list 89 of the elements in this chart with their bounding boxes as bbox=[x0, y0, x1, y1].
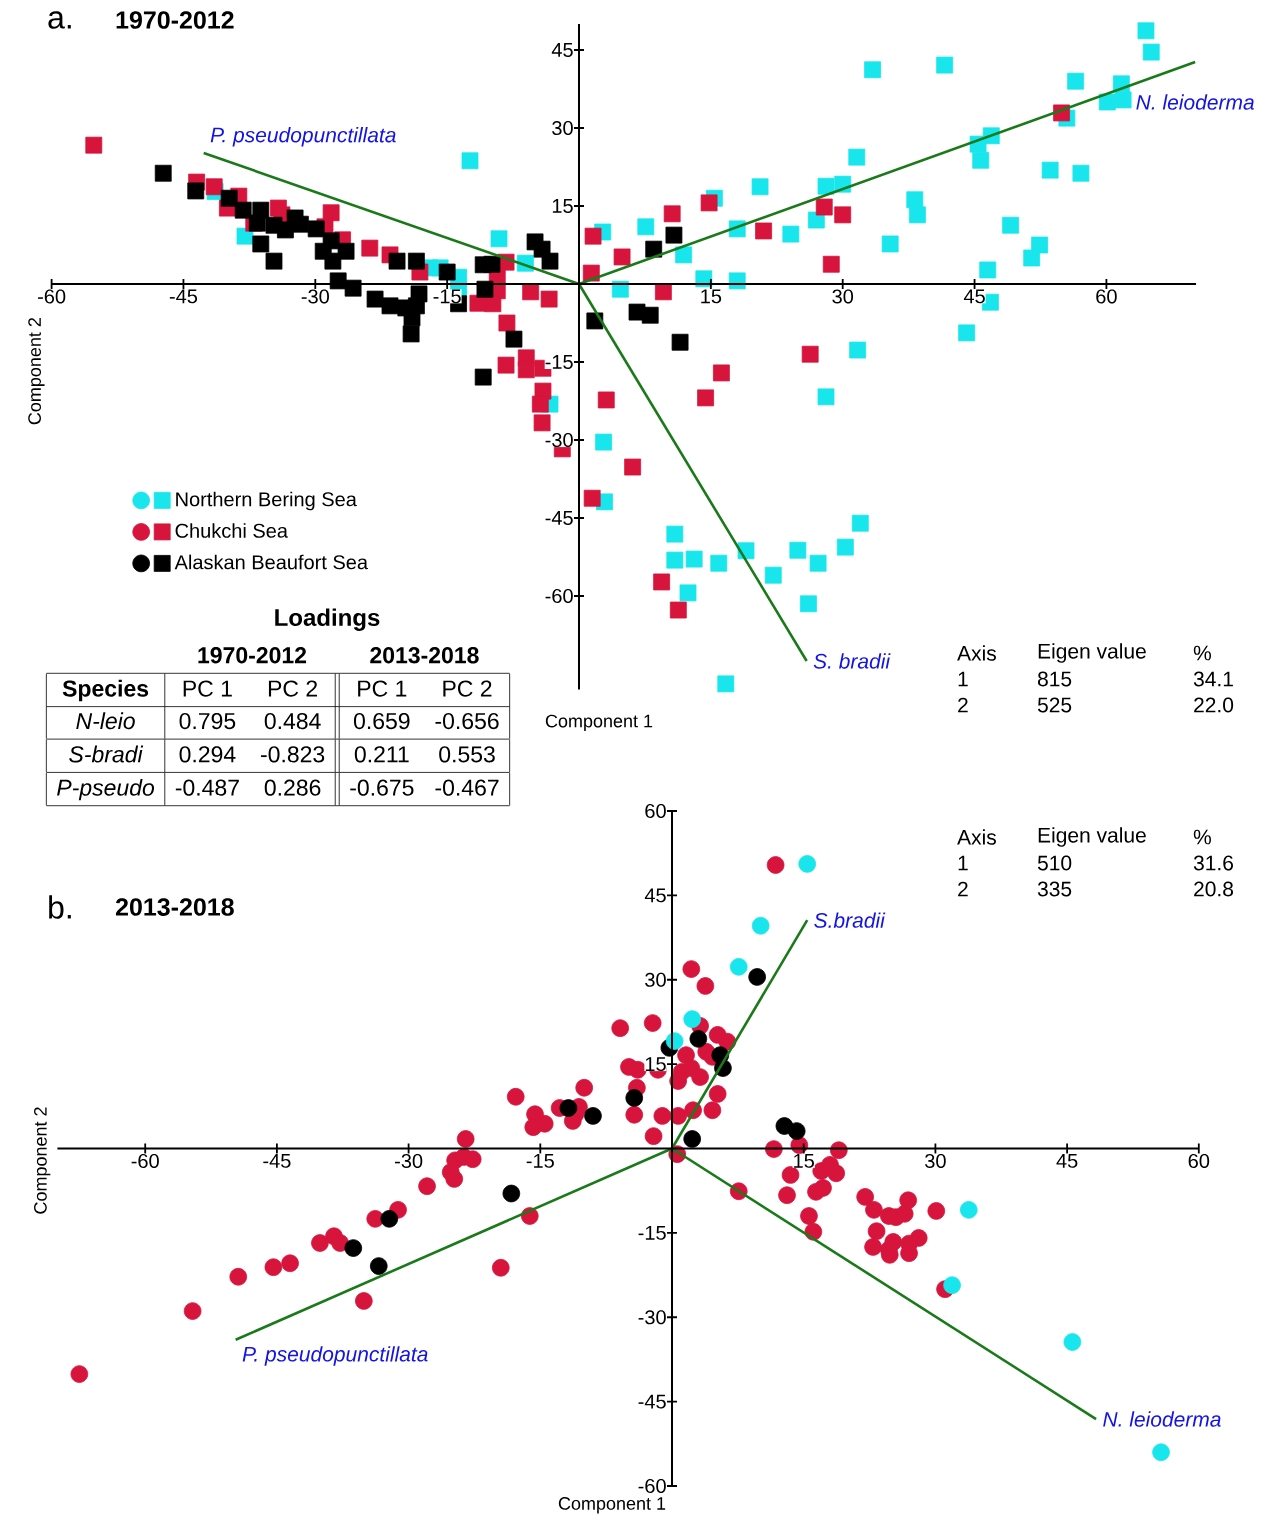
text: P-pseudo bbox=[57, 778, 155, 801]
text: -0.675 bbox=[350, 779, 414, 796]
text: -0.467 bbox=[435, 779, 499, 796]
x-tick-label: 60 bbox=[1096, 289, 1117, 304]
text: 0.484 bbox=[264, 712, 321, 730]
y-tick-label: 30 bbox=[645, 972, 666, 987]
y-tick-label: 45 bbox=[644, 888, 666, 903]
annotation: Axis bbox=[957, 829, 996, 845]
legend-label: Alaskan Beaufort Sea bbox=[174, 554, 369, 570]
text: -0.823 bbox=[261, 746, 325, 763]
text: S-bradi bbox=[69, 745, 144, 763]
x-tick-label: -45 bbox=[169, 289, 198, 304]
annotation: N. leioderma bbox=[1136, 94, 1254, 110]
y-tick-label: -30 bbox=[545, 432, 573, 448]
y-tick-label: 30 bbox=[552, 120, 573, 136]
annotation: 34.1 bbox=[1193, 671, 1233, 687]
x-tick-label: 15 bbox=[794, 1153, 814, 1168]
y-tick-label: 15 bbox=[645, 1057, 666, 1072]
y-tick-label: -45 bbox=[545, 511, 573, 525]
y-axis-title: Component 2 bbox=[28, 318, 45, 425]
x-tick-label: 30 bbox=[925, 1153, 946, 1169]
annotation: N. leioderma bbox=[1103, 1411, 1221, 1427]
annotation: 510 bbox=[1037, 855, 1072, 871]
y-axis-title: Component 2 bbox=[34, 1107, 51, 1214]
y-tick-label: -15 bbox=[638, 1225, 666, 1240]
x-tick-label: -15 bbox=[433, 289, 461, 304]
x-tick-label: -30 bbox=[395, 1153, 423, 1169]
annotation: 2013-2018 bbox=[370, 647, 479, 664]
x-axis-title: Component 1 bbox=[558, 1497, 666, 1514]
annotation: 815 bbox=[1037, 671, 1072, 687]
legend-label: Chukchi Sea bbox=[175, 523, 288, 538]
annotation: S. bradii bbox=[813, 653, 891, 669]
y-tick-label: -30 bbox=[638, 1310, 666, 1325]
y-tick-label: -15 bbox=[545, 355, 573, 369]
annotation: 1 bbox=[958, 855, 968, 871]
annotation: PC 1 bbox=[183, 680, 232, 697]
annotation: Eigen value bbox=[1038, 643, 1146, 663]
annotation: P. pseudopunctillata bbox=[242, 1346, 428, 1366]
annotation: Eigen value bbox=[1038, 827, 1146, 847]
text: 0.553 bbox=[439, 746, 495, 763]
legend-label: Northern Bering Sea bbox=[176, 491, 357, 511]
x-tick-label: 45 bbox=[963, 289, 985, 304]
text: 0.294 bbox=[179, 746, 236, 763]
text: 2013-2018 bbox=[115, 898, 234, 916]
annotation: b. bbox=[49, 895, 71, 919]
text: 0.286 bbox=[264, 779, 321, 796]
text: 2 bbox=[958, 697, 968, 713]
y-tick-label: -60 bbox=[545, 588, 573, 604]
text: 0.795 bbox=[179, 712, 236, 730]
x-tick-label: -45 bbox=[263, 1153, 291, 1168]
x-tick-label: -15 bbox=[526, 1153, 554, 1168]
y-tick-label: 60 bbox=[645, 803, 666, 819]
text: 0.211 bbox=[354, 746, 409, 763]
annotation: Species bbox=[62, 679, 149, 702]
annotation: 1970-2012 bbox=[198, 647, 307, 664]
annotation: PC 2 bbox=[443, 680, 492, 697]
x-tick-label: 45 bbox=[1056, 1153, 1078, 1168]
text: 0.659 bbox=[353, 712, 410, 730]
annotation: % bbox=[1193, 645, 1211, 661]
text: N-leio bbox=[76, 712, 135, 730]
x-tick-label: -30 bbox=[301, 289, 329, 304]
chart-title: 1970-2012 bbox=[116, 11, 234, 29]
text: Loadings bbox=[275, 608, 380, 631]
annotation: S.bradii bbox=[814, 912, 886, 928]
x-tick-label: 30 bbox=[832, 289, 854, 304]
y-tick-label: 45 bbox=[551, 43, 573, 57]
annotation: 20.8 bbox=[1194, 881, 1234, 897]
annotation: Axis bbox=[957, 645, 996, 661]
text: 22.0 bbox=[1194, 697, 1234, 713]
x-tick-label: -60 bbox=[131, 1153, 159, 1169]
text: 525 bbox=[1037, 697, 1072, 713]
annotation: 335 bbox=[1037, 881, 1072, 897]
annotation: % bbox=[1193, 829, 1211, 845]
x-tick-label: -60 bbox=[38, 289, 66, 304]
annotation: PC 1 bbox=[358, 680, 407, 697]
x-axis-title: Component 1 bbox=[545, 714, 653, 731]
annotation: P. pseudopunctillata bbox=[210, 127, 396, 147]
y-tick-label: -45 bbox=[638, 1394, 666, 1409]
text: -0.656 bbox=[435, 712, 499, 730]
text: -0.487 bbox=[175, 779, 239, 796]
annotation: 1 bbox=[958, 671, 968, 687]
annotation: 31.6 bbox=[1193, 855, 1234, 871]
annotation: PC 2 bbox=[268, 680, 318, 697]
y-tick-label: -60 bbox=[638, 1478, 666, 1494]
annotation: a. bbox=[48, 11, 71, 29]
y-tick-label: 15 bbox=[552, 199, 573, 213]
annotation: 2 bbox=[958, 881, 968, 897]
x-tick-label: 60 bbox=[1188, 1153, 1210, 1169]
x-tick-label: 15 bbox=[701, 289, 722, 304]
